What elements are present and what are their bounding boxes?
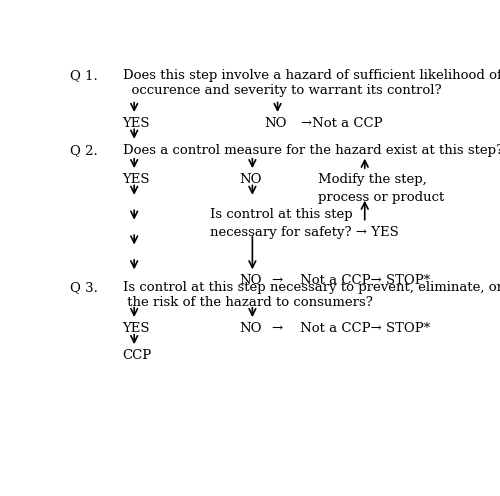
Text: Is control at this step necessary to prevent, eliminate, or reduce
 the risk of : Is control at this step necessary to pre… — [122, 281, 500, 309]
Text: necessary for safety? → YES: necessary for safety? → YES — [210, 226, 398, 240]
Text: NO: NO — [239, 173, 262, 186]
Text: NO: NO — [264, 117, 286, 130]
Text: Q 2.: Q 2. — [70, 144, 98, 157]
Text: Modify the step,: Modify the step, — [318, 173, 427, 186]
Text: →Not a CCP: →Not a CCP — [301, 117, 382, 130]
Text: →    Not a CCP→ STOP*: → Not a CCP→ STOP* — [272, 322, 430, 335]
Text: process or product: process or product — [318, 191, 444, 204]
Text: →    Not a CCP→ STOP*: → Not a CCP→ STOP* — [272, 274, 430, 287]
Text: YES: YES — [122, 173, 150, 186]
Text: YES: YES — [122, 117, 150, 130]
Text: Does this step involve a hazard of sufficient likelihood of
  occurence and seve: Does this step involve a hazard of suffi… — [122, 69, 500, 97]
Text: Q 1.: Q 1. — [70, 69, 98, 82]
Text: Is control at this step: Is control at this step — [210, 208, 352, 222]
Text: YES: YES — [122, 322, 150, 335]
Text: Q 3.: Q 3. — [70, 281, 98, 294]
Text: NO: NO — [239, 322, 262, 335]
Text: NO: NO — [239, 274, 262, 287]
Text: Does a control measure for the hazard exist at this step?: Does a control measure for the hazard ex… — [122, 144, 500, 157]
Text: CCP: CCP — [122, 349, 152, 362]
